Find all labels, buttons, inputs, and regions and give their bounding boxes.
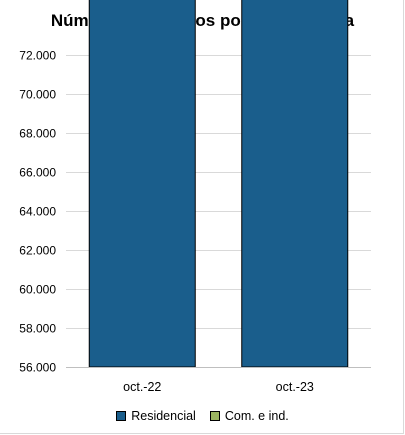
y-tick-label-1: 58.000 (19, 322, 56, 336)
bar-residencial-1 (241, 0, 349, 368)
x-category-label-1: oct.-23 (276, 380, 314, 394)
y-tick-label-8: 72.000 (19, 49, 56, 63)
y-tick-label-4: 64.000 (19, 205, 56, 219)
y-tick-label-0: 56.000 (19, 361, 56, 375)
y-tick-label-3: 62.000 (19, 244, 56, 258)
y-tick-label-6: 68.000 (19, 127, 56, 141)
y-tick-label-2: 60.000 (19, 283, 56, 297)
legend-swatch-residencial (116, 411, 127, 421)
legend-item-residencial: Residencial (116, 409, 196, 423)
y-tick-label-5: 66.000 (19, 166, 56, 180)
legend-item-com-e-ind: Com. e ind. (209, 409, 289, 423)
legend-label-residencial: Residencial (131, 409, 196, 423)
bar-residencial-0 (88, 0, 196, 368)
legend-label-com-e-ind: Com. e ind. (224, 409, 289, 423)
legend: Residencial Com. e ind. (0, 409, 405, 423)
y-tick-label-7: 70.000 (19, 88, 56, 102)
x-category-label-0: oct.-22 (123, 380, 161, 394)
legend-swatch-com-e-ind (209, 411, 220, 421)
